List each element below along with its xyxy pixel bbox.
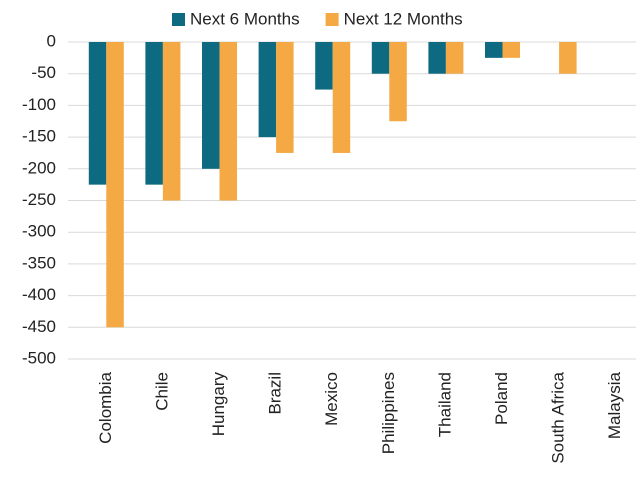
- bar: [106, 42, 124, 328]
- bar: [219, 42, 237, 201]
- y-tick-label: -250: [22, 190, 56, 209]
- legend-label: Next 6 Months: [190, 9, 300, 28]
- bar: [162, 42, 181, 201]
- y-tick-label: -500: [22, 348, 56, 367]
- bar: [202, 42, 220, 169]
- y-tick-label: -300: [22, 222, 56, 241]
- x-tick-label: Thailand: [435, 372, 454, 437]
- bar: [145, 42, 163, 185]
- y-tick-label: -350: [22, 253, 56, 272]
- legend-swatch: [325, 13, 339, 26]
- bar: [428, 42, 446, 74]
- y-tick-label: -150: [22, 127, 56, 146]
- x-tick-label: Poland: [492, 372, 511, 425]
- y-tick-label: -200: [22, 158, 56, 177]
- legend-swatch: [172, 13, 185, 26]
- x-tick-label: Colombia: [96, 371, 115, 443]
- x-tick-label: Hungary: [209, 372, 228, 437]
- x-tick-label: Malaysia: [605, 371, 624, 439]
- bar: [371, 42, 390, 74]
- x-tick-label: Philippines: [379, 372, 398, 454]
- x-tick-label: Chile: [152, 372, 171, 411]
- bar: [88, 42, 107, 185]
- y-tick-label: -100: [22, 95, 56, 114]
- x-tick-label: South Africa: [549, 371, 568, 463]
- bar: [502, 42, 520, 58]
- bar: [258, 42, 277, 138]
- bar: [559, 42, 577, 74]
- bar: [389, 42, 407, 122]
- x-tick-label: Brazil: [266, 372, 285, 415]
- bar: [445, 42, 464, 74]
- bar: [332, 42, 351, 153]
- x-tick-label: Mexico: [322, 372, 341, 426]
- y-tick-label: -450: [22, 317, 56, 336]
- bar: [485, 42, 503, 58]
- y-tick-label: -400: [22, 285, 56, 304]
- bar: [276, 42, 294, 153]
- y-tick-label: 0: [47, 31, 56, 50]
- bar: [315, 42, 333, 90]
- legend-label: Next 12 Months: [344, 9, 463, 28]
- y-tick-label: -50: [31, 63, 56, 82]
